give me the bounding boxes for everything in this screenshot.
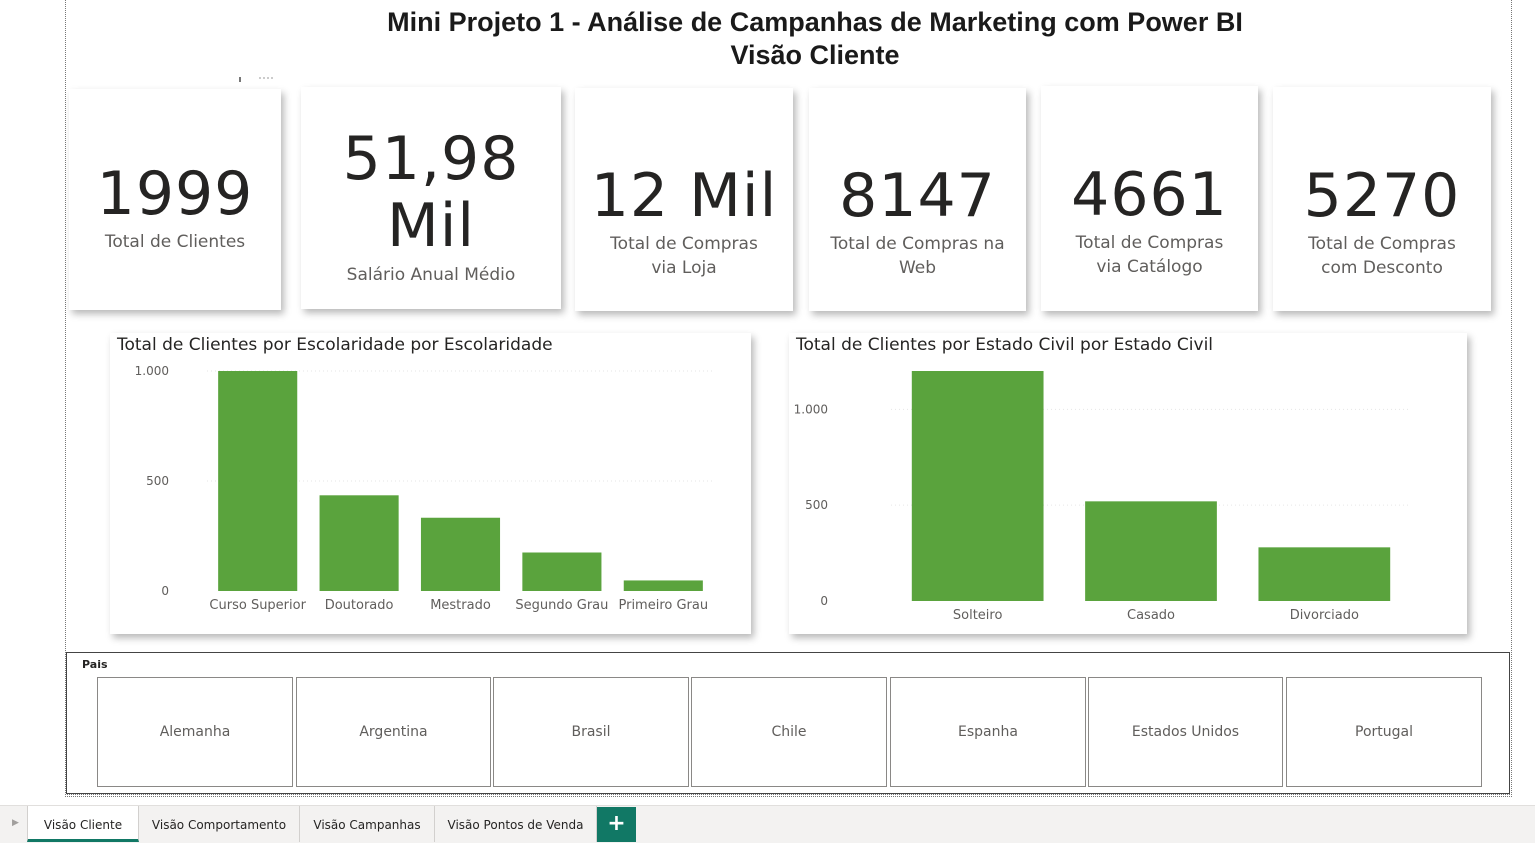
chart-title: Total de Clientes por Estado Civil por E… [796,335,1214,355]
pais-slicer: Pais Alemanha Argentina Brasil Chile Esp… [66,652,1510,794]
kpi-value: 8147 [839,161,996,231]
kpi-card-compras-catalogo[interactable]: 4661 Total de Compras via Catálogo [1041,86,1258,311]
bar [911,371,1044,601]
tab-visao-comportamento[interactable]: Visão Comportamento [139,806,300,842]
bar [522,552,602,591]
focus-mode-icon[interactable] [237,76,277,84]
report-title-line2: Visão Cliente [730,40,900,70]
chart-escolaridade[interactable]: Total de Clientes por Escolaridade por E… [110,333,751,634]
bar [1085,501,1217,601]
kpi-label: Total de Compras via Catálogo [1075,233,1224,277]
kpi-label: Total de Compras via Loja [610,234,758,278]
kpi-label: Total de Clientes [104,232,246,252]
visual-header-dots-icon [239,77,275,82]
page-tab-bar: ▶ Visão Cliente Visão Comportamento Visã… [0,805,1535,843]
slicer-item-portugal[interactable]: Portugal [1286,677,1482,787]
chart-title: Total de Clientes por Escolaridade por E… [117,335,553,355]
y-tick-label: 500 [805,498,828,512]
bar [623,580,703,591]
slicer-item-brasil[interactable]: Brasil [493,677,689,787]
x-tick-label: Casado [1127,608,1175,623]
kpi-card-compras-loja[interactable]: 12 Mil Total de Compras via Loja [575,88,793,311]
chart-estado-civil[interactable]: Total de Clientes por Estado Civil por E… [789,333,1467,634]
x-tick-label: Mestrado [430,598,491,613]
bar [420,517,501,591]
x-tick-label: Divorciado [1290,608,1359,623]
bar [218,371,298,591]
kpi-value-line2: Mil [386,191,476,261]
bar [319,495,399,591]
slicer-item-estados-unidos[interactable]: Estados Unidos [1088,677,1283,787]
kpi-label: Total de Compras na Web [830,234,1005,278]
x-tick-label: Primeiro Grau [618,598,708,613]
slicer-item-argentina[interactable]: Argentina [296,677,491,787]
kpi-value: 5270 [1303,161,1461,231]
kpi-card-salario-anual-medio[interactable]: 51,98 Mil Salário Anual Médio [301,87,561,309]
kpi-card-total-clientes[interactable]: 1999 Total de Clientes [69,89,281,310]
y-tick-label: 500 [146,474,169,488]
y-tick-label: 1.000 [135,364,169,378]
slicer-item-chile[interactable]: Chile [691,677,887,787]
report-title: Mini Projeto 1 - Análise de Campanhas de… [300,6,1330,72]
y-tick-label: 0 [820,594,828,608]
kpi-card-compras-web[interactable]: 8147 Total de Compras na Web [809,88,1026,311]
add-page-button[interactable]: + [597,807,636,842]
canvas-bottom-border [67,794,1510,795]
slicer-item-alemanha[interactable]: Alemanha [97,677,293,787]
slicer-item-espanha[interactable]: Espanha [890,677,1086,787]
tab-visao-campanhas[interactable]: Visão Campanhas [300,806,435,842]
kpi-label: Total de Compras com Desconto [1308,234,1456,278]
kpi-value: 1999 [96,159,254,229]
tab-visao-pontos-de-venda[interactable]: Visão Pontos de Venda [435,806,597,842]
kpi-label: Salário Anual Médio [346,265,516,285]
tab-visao-cliente[interactable]: Visão Cliente [27,806,139,842]
x-tick-label: Curso Superior [209,598,306,613]
bar [1258,547,1391,601]
kpi-card-compras-desconto[interactable]: 5270 Total de Compras com Desconto [1273,87,1491,311]
chart-estado-civil-plot: 0 500 1.000 Solteiro Casado Divorciado [794,371,1411,623]
y-tick-label: 0 [161,584,169,598]
kpi-value-line1: 51,98 [342,124,520,194]
chart-escolaridade-plot: 0 500 1.000 Curso Superior Doutorado Mestrado… [135,364,714,613]
x-tick-label: Solteiro [953,608,1003,623]
report-title-line1: Mini Projeto 1 - Análise de Campanhas de… [387,7,1243,37]
x-tick-label: Segundo Grau [515,598,608,613]
slicer-title: Pais [82,658,108,671]
kpi-value: 4661 [1071,160,1228,230]
report-canvas [65,0,1512,797]
caret-right-icon[interactable]: ▶ [12,818,19,828]
kpi-value: 12 Mil [590,161,778,231]
y-tick-label: 1.000 [794,402,828,416]
x-tick-label: Doutorado [325,598,394,613]
